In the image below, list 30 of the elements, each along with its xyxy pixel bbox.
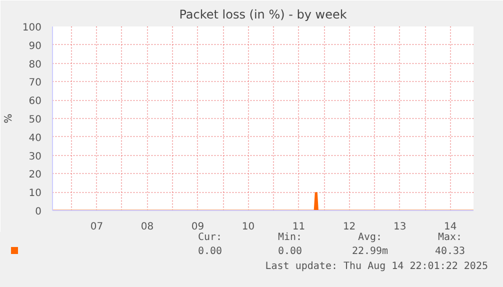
y-tick-label: 40 — [28, 132, 42, 144]
y-tick-label: 100 — [22, 22, 42, 34]
x-tick-label: 12 — [342, 222, 356, 232]
text: Last update: Thu Aug 14 22:01:22 2025 — [264, 260, 489, 274]
y-tick-label: 0 — [35, 206, 42, 218]
y-tick-label: 80 — [28, 59, 42, 70]
text: Min: — [276, 232, 304, 244]
y-tick-label: 20 — [28, 170, 42, 181]
x-tick-label: 10 — [242, 222, 255, 232]
text: 40.33 — [434, 245, 466, 260]
y-tick-label: 50 — [28, 114, 42, 126]
text: Avg: — [356, 232, 384, 244]
text: Cur: — [196, 232, 224, 244]
text: 0.00 — [276, 245, 304, 260]
y-tick-label: 60 — [28, 96, 42, 108]
text: 0.00 — [196, 245, 224, 260]
x-tick-label: 13 — [393, 222, 406, 232]
text: 22.99m — [350, 245, 390, 260]
chart-title: Packet loss (in %) - by week — [179, 8, 347, 22]
text: Max: — [436, 232, 464, 244]
x-tick-label: 07 — [90, 222, 104, 232]
x-tick-label: 11 — [292, 222, 306, 232]
x-tick-label: 14 — [444, 222, 457, 232]
y-tick-label: 90 — [28, 40, 42, 52]
y-tick-label: 70 — [28, 78, 42, 89]
y-tick-label: 10 — [28, 188, 42, 200]
x-tick-label: 08 — [140, 222, 154, 232]
y-tick-label: 30 — [28, 151, 42, 162]
y-axis-title: % — [3, 114, 14, 124]
x-tick-label: 09 — [191, 222, 204, 232]
